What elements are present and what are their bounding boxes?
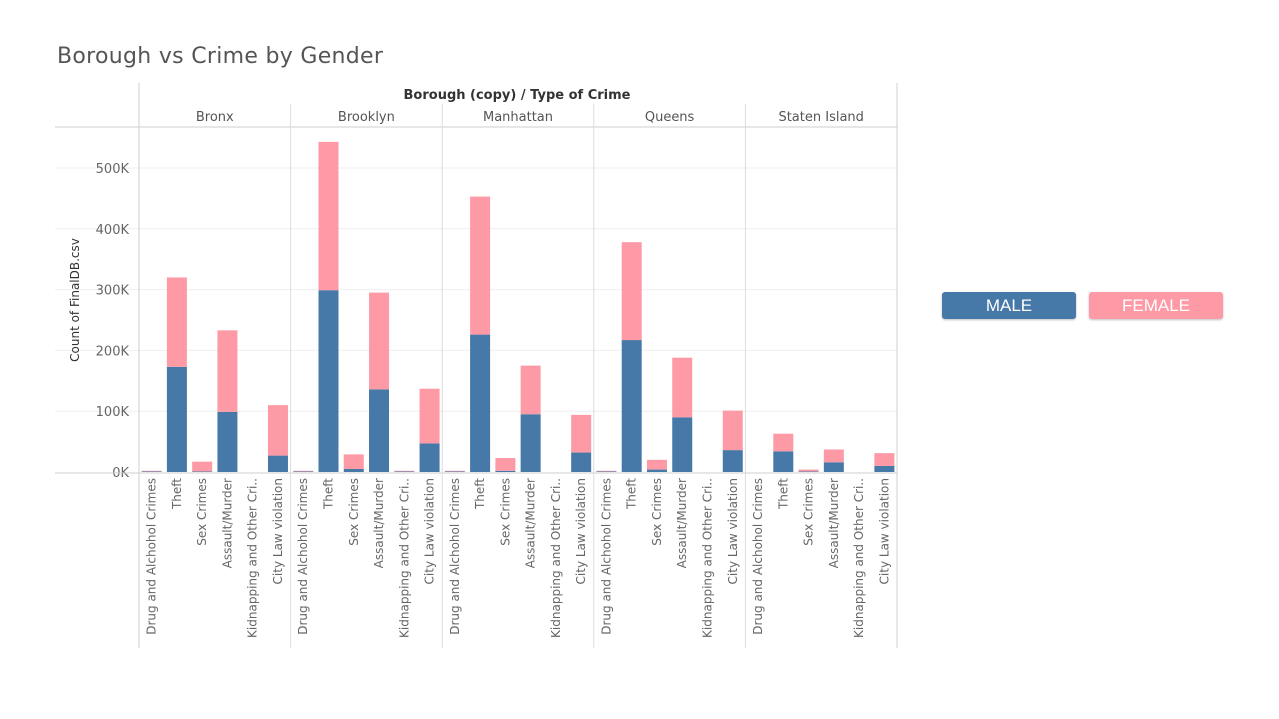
panel-header-staten-island: Staten Island [778,110,863,125]
bar-male [571,452,592,472]
x-tick-label: Kidnapping and Other Cri.. [852,478,866,638]
bar-female [444,470,465,472]
bar-male [798,471,819,472]
x-tick-label: Sex Crimes [347,478,361,546]
bar-male [444,471,465,472]
bar-male [141,471,162,472]
bar-male [293,471,314,472]
bar-female [394,470,415,472]
x-tick-label: Drug and Alchohol Crimes [448,478,462,635]
bar-male [192,471,213,472]
y-tick-label: 400K [96,223,130,238]
x-tick-label: City Law violation [877,478,891,584]
bar-female [722,410,743,451]
bar-female [773,433,794,452]
bar-male [166,366,187,472]
bar-female [495,458,516,471]
bar-female [217,330,238,412]
y-tick-label: 200K [96,344,130,359]
bar-male [874,465,895,472]
panel-header-bronx: Bronx [196,110,234,125]
x-tick-label: Kidnapping and Other Cri.. [246,478,260,638]
bar-female [874,453,895,466]
bar-male [470,334,491,472]
x-tick-label: Assault/Murder [220,478,234,568]
x-tick-label: City Law violation [271,478,285,584]
x-tick-label: Sex Crimes [802,478,816,546]
x-tick-label: Kidnapping and Other Cri.. [701,478,715,638]
bar-male [672,417,693,472]
bar-male [495,470,516,472]
bar-female [621,242,642,341]
x-tick-label: Sex Crimes [195,478,209,546]
x-tick-label: Drug and Alchohol Crimes [599,478,613,635]
x-tick-label: Assault/Murder [524,478,538,568]
x-tick-label: Assault/Murder [372,478,386,568]
x-tick-label: Theft [473,478,487,510]
bar-male [369,389,390,472]
column-header: Borough (copy) / Type of Crime [404,88,631,103]
x-tick-label: City Law violation [726,478,740,584]
bar-male [520,414,541,472]
x-tick-label: Sex Crimes [650,478,664,546]
bar-female [470,196,491,335]
bar-female [823,449,844,463]
x-tick-label: Kidnapping and Other Cri.. [397,478,411,638]
y-tick-label: 300K [96,284,130,299]
bar-male [419,443,440,472]
panel-header-queens: Queens [645,110,695,125]
bar-female [596,470,617,472]
y-tick-label: 100K [96,405,130,420]
bar-female [571,414,592,453]
bar-male [394,471,415,472]
bar-male [318,290,339,472]
bar-male [646,469,667,472]
chart-title: Borough vs Crime by Gender [57,44,384,69]
bar-male [267,455,288,472]
bar-female [141,470,162,472]
bar-female [520,365,541,415]
bar-female [798,469,819,472]
bar-female [343,454,364,469]
y-axis-label: Count of FinalDB.csv [68,238,82,362]
bar-female [419,388,440,444]
bar-female [672,357,693,418]
bar-male [217,411,238,472]
legend-male[interactable]: MALE [942,292,1076,319]
panel-header-manhattan: Manhattan [483,110,553,125]
x-tick-label: Kidnapping and Other Cri.. [549,478,563,638]
bar-female [267,405,288,456]
bar-male [343,468,364,472]
bar-female [166,277,187,367]
bar-female [369,292,390,390]
x-tick-label: Theft [322,478,336,510]
bar-female [318,141,339,291]
bar-female [293,470,314,472]
x-tick-label: Assault/Murder [675,478,689,568]
x-tick-label: Drug and Alchohol Crimes [145,478,159,635]
bar-male [823,462,844,472]
y-tick-label: 500K [96,162,130,177]
bar-male [773,451,794,472]
bar-female [646,459,667,470]
bar-male [722,450,743,472]
x-tick-label: Theft [776,478,790,510]
x-tick-label: Sex Crimes [498,478,512,546]
x-tick-label: Drug and Alchohol Crimes [296,478,310,635]
bar-male [621,340,642,472]
x-tick-label: City Law violation [423,478,437,584]
x-tick-label: City Law violation [574,478,588,584]
x-tick-label: Drug and Alchohol Crimes [751,478,765,635]
x-tick-label: Assault/Murder [827,478,841,568]
x-tick-label: Theft [625,478,639,510]
legend-female[interactable]: FEMALE [1089,292,1223,319]
x-tick-label: Theft [170,478,184,510]
bar-female [192,461,213,472]
panel-header-brooklyn: Brooklyn [338,110,395,125]
bar-male [596,471,617,472]
